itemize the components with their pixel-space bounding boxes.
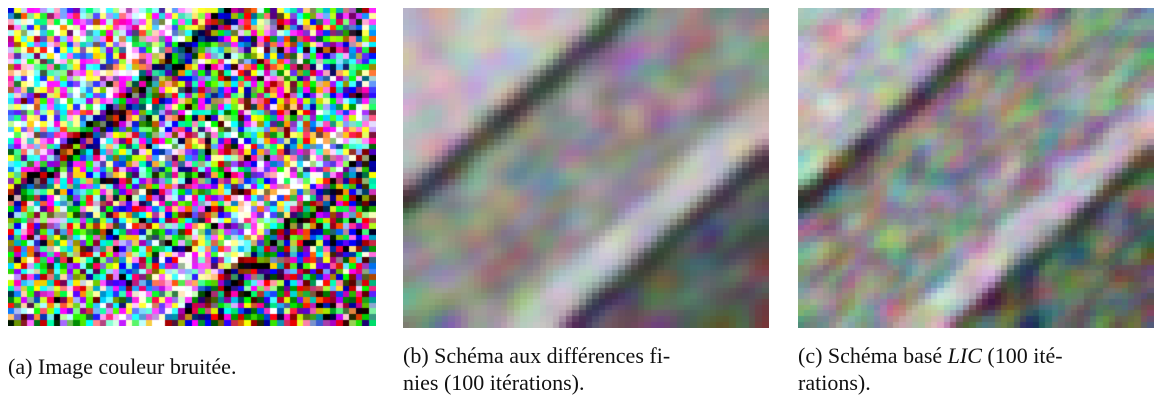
image-canvas-b (403, 8, 769, 328)
caption-b-text-line2: nies (100 itérations). (403, 370, 585, 395)
caption-b: (b) Schéma aux différences fi- nies (100… (403, 342, 773, 396)
caption-a-label: (a) (8, 354, 33, 379)
caption-c-label: (c) (798, 343, 823, 368)
caption-c-text-post: (100 ité- (981, 343, 1063, 368)
lic-scheme-image (798, 8, 1154, 328)
caption-b-line1: (b) Schéma aux différences fi- (403, 342, 773, 369)
caption-b-label: (b) (403, 343, 429, 368)
caption-c-text-line2: rations). (798, 370, 871, 395)
caption-a: (a) Image couleur bruitée. (8, 353, 236, 380)
caption-c-text-em: LIC (947, 343, 982, 368)
caption-c-line1: (c) Schéma basé LIC (100 ité- (798, 342, 1154, 369)
caption-c: (c) Schéma basé LIC (100 ité- rations). (798, 342, 1154, 396)
image-canvas-a (8, 8, 376, 326)
caption-a-text: Image couleur bruitée. (37, 354, 237, 379)
caption-c-text-pre: Schéma basé (827, 343, 948, 368)
finite-difference-image (403, 8, 769, 328)
caption-b-text-line1: Schéma aux différences fi- (434, 343, 671, 368)
noisy-color-image (8, 8, 376, 326)
image-canvas-c (798, 8, 1154, 328)
